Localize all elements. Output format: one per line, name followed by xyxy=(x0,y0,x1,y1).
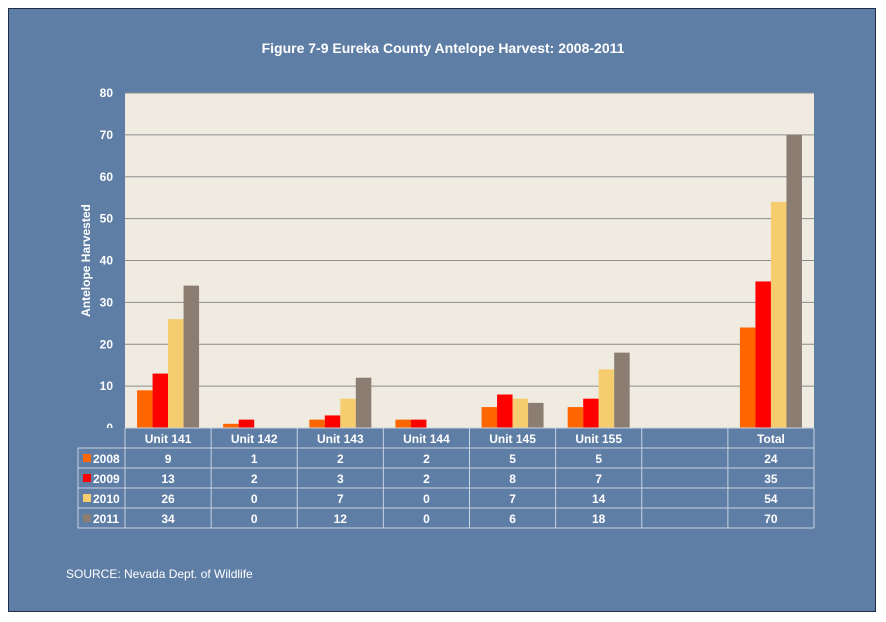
data-label: 54 xyxy=(764,492,778,506)
bar-2009-unit-155 xyxy=(583,398,599,428)
y-tick-label: 20 xyxy=(100,337,114,351)
data-label: 5 xyxy=(509,452,516,466)
bar-2009-unit-142 xyxy=(238,419,255,428)
category-label: Unit 155 xyxy=(575,432,622,446)
category-label: Unit 141 xyxy=(145,432,192,446)
data-label: 34 xyxy=(161,512,175,526)
bar-2008-unit-155 xyxy=(567,407,584,428)
bar-2009-total xyxy=(755,281,771,428)
category-label: Unit 144 xyxy=(403,432,450,446)
bar-2008-unit-143 xyxy=(309,419,325,428)
bar-2009-unit-144 xyxy=(410,419,427,428)
y-tick-label: 60 xyxy=(100,170,114,184)
category-label: Unit 145 xyxy=(489,432,536,446)
data-label: 2 xyxy=(423,452,430,466)
data-label: 5 xyxy=(595,452,602,466)
bar-2010-unit-143 xyxy=(340,398,356,428)
bar-2008-unit-145 xyxy=(481,407,498,428)
data-label: 2 xyxy=(337,452,344,466)
bar-2009-unit-145 xyxy=(497,394,513,428)
legend-label-2011: 2011 xyxy=(93,512,119,526)
bar-2010-unit-141 xyxy=(168,319,184,428)
data-label: 12 xyxy=(334,512,348,526)
category-label: Unit 143 xyxy=(317,432,364,446)
data-label: 9 xyxy=(165,452,172,466)
data-label: 0 xyxy=(423,492,430,506)
bar-2011-unit-143 xyxy=(355,377,372,428)
legend-key-2010 xyxy=(83,494,91,502)
bar-2008-unit-141 xyxy=(137,390,153,428)
bar-2010-total xyxy=(770,201,787,428)
bar-2011-total xyxy=(786,134,802,428)
legend-label-2010: 2010 xyxy=(93,492,120,506)
y-tick-label: 40 xyxy=(100,254,114,268)
data-label: 70 xyxy=(764,512,778,526)
data-label: 7 xyxy=(337,492,344,506)
data-label: 8 xyxy=(509,472,516,486)
legend-key-2008 xyxy=(83,454,91,462)
bar-2010-unit-155 xyxy=(598,369,615,428)
data-label: 18 xyxy=(592,512,606,526)
bar-2008-unit-142 xyxy=(223,423,239,428)
y-tick-label: 70 xyxy=(100,128,114,142)
y-tick-label: 80 xyxy=(100,86,114,100)
data-label: 7 xyxy=(509,492,516,506)
y-tick-label: 10 xyxy=(100,379,114,393)
y-axis-title: Antelope Harvested xyxy=(79,204,93,317)
data-table xyxy=(78,428,814,528)
data-label: 0 xyxy=(423,512,430,526)
legend-label-2008: 2008 xyxy=(93,452,120,466)
data-label: 3 xyxy=(337,472,344,486)
data-label: 0 xyxy=(251,492,258,506)
bar-2011-unit-155 xyxy=(614,352,630,428)
data-label: 7 xyxy=(595,472,602,486)
data-label: 0 xyxy=(251,512,258,526)
legend-label-2009: 2009 xyxy=(93,472,120,486)
data-label: 26 xyxy=(161,492,175,506)
bar-2010-unit-145 xyxy=(512,398,529,428)
category-label: Total xyxy=(757,432,785,446)
y-tick-label: 30 xyxy=(100,295,114,309)
data-label: 14 xyxy=(592,492,606,506)
bar-2009-unit-143 xyxy=(324,415,341,428)
bar-2011-unit-141 xyxy=(183,285,200,428)
data-label: 35 xyxy=(764,472,778,486)
data-label: 2 xyxy=(251,472,258,486)
bar-2009-unit-141 xyxy=(152,373,169,428)
chart-title: Figure 7-9 Eureka County Antelope Harves… xyxy=(261,40,625,56)
y-tick-label: 50 xyxy=(100,212,114,226)
data-label: 2 xyxy=(423,472,430,486)
source-note: SOURCE: Nevada Dept. of Wildlife xyxy=(66,567,253,581)
bar-2008-unit-144 xyxy=(395,419,411,428)
bar-2011-unit-145 xyxy=(528,402,544,428)
data-label: 24 xyxy=(764,452,778,466)
data-label: 1 xyxy=(251,452,258,466)
data-label: 13 xyxy=(161,472,175,486)
legend-key-2011 xyxy=(83,514,91,522)
data-label: 6 xyxy=(509,512,516,526)
bar-2008-total xyxy=(739,327,756,428)
category-label: Unit 142 xyxy=(231,432,278,446)
legend-key-2009 xyxy=(83,474,91,482)
